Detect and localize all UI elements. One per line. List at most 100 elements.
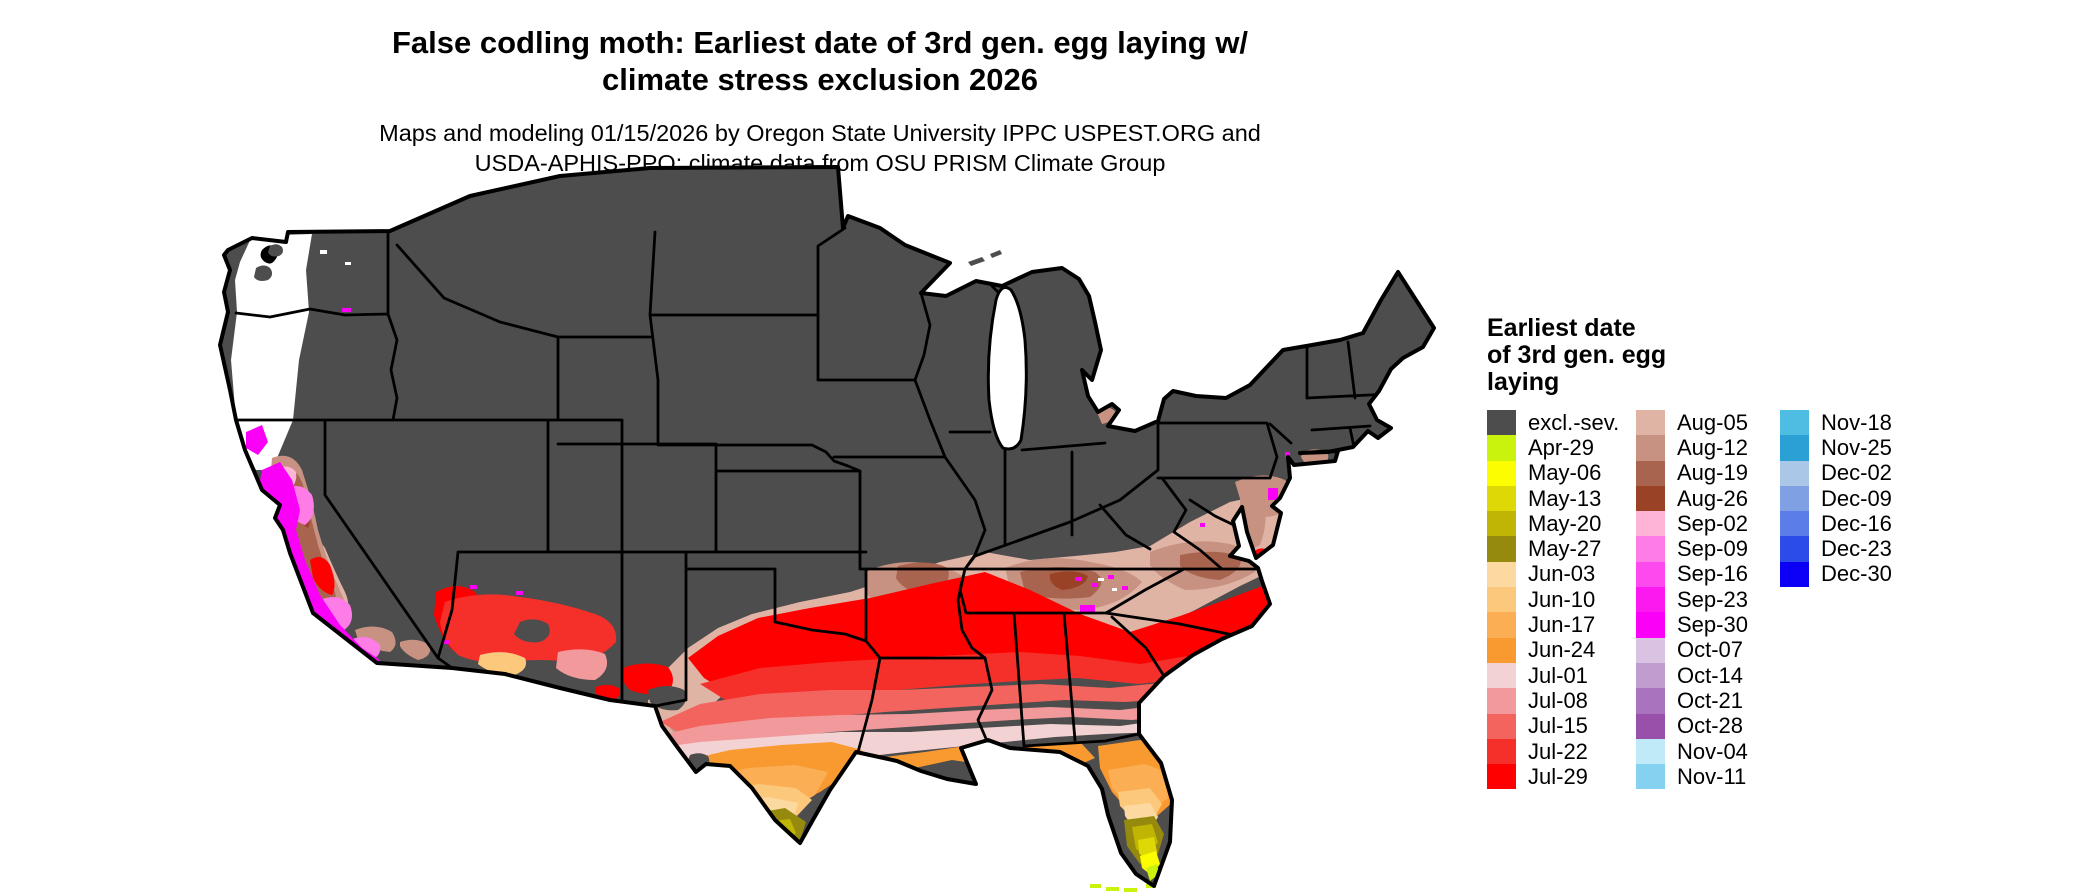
legend-label: Jul-22: [1528, 738, 1588, 764]
lake-michigan: [986, 286, 1028, 451]
region-nov25-specks: [343, 657, 350, 661]
legend-label: Aug-19: [1677, 460, 1748, 486]
legend-row: Oct-07: [1636, 637, 1748, 663]
legend-swatch: [1636, 536, 1665, 562]
map-subtitle: Maps and modeling 01/15/2026 by Oregon S…: [379, 120, 1261, 176]
legend-swatch: [1487, 435, 1516, 461]
legend-label: Sep-16: [1677, 561, 1748, 587]
legend-swatch: [1636, 688, 1665, 714]
legend-row: Dec-02: [1780, 460, 1892, 486]
legend-row: Sep-09: [1636, 536, 1748, 562]
legend-swatch: [1636, 713, 1665, 739]
legend-row: May-06: [1487, 460, 1619, 486]
legend-label: Dec-23: [1821, 536, 1892, 562]
legend-label: Jun-03: [1528, 561, 1596, 587]
isle-royale: [968, 250, 1002, 266]
legend-row: Oct-14: [1636, 662, 1748, 689]
legend-row: Nov-11: [1636, 764, 1748, 790]
legend-label: Nov-25: [1821, 434, 1892, 460]
legend-swatch: [1636, 561, 1665, 588]
legend-swatch: [1636, 637, 1665, 663]
legend-label: Jul-01: [1528, 662, 1588, 688]
legend-row: May-20: [1487, 511, 1619, 537]
legend-swatch: [1636, 460, 1665, 486]
legend-row: Jul-29: [1487, 764, 1619, 790]
legend-swatch: [1780, 435, 1809, 461]
region-jul22: [440, 594, 1305, 708]
legend-row: Jun-17: [1487, 612, 1619, 638]
legend-row: Aug-26: [1636, 485, 1748, 512]
legend-row: Oct-21: [1636, 687, 1748, 714]
legend-swatch: [1636, 662, 1665, 689]
legend-swatch: [1487, 637, 1516, 663]
legend-swatch: [1636, 511, 1665, 537]
legend-label: Dec-30: [1821, 561, 1892, 587]
region-may20: [764, 819, 1158, 856]
region-pnw-nodata: [231, 234, 312, 470]
legend-swatch: [1487, 460, 1516, 486]
legend-label: Dec-16: [1821, 510, 1892, 536]
legend-label: Dec-02: [1821, 460, 1892, 486]
legend-swatch: [1487, 612, 1516, 638]
region-may27: [750, 808, 1164, 864]
legend-label: Jun-24: [1528, 637, 1596, 663]
legend-row: May-13: [1487, 485, 1619, 512]
legend-label: Sep-09: [1677, 536, 1748, 562]
legend-column-3: Nov-18 Nov-25 Dec-02 Dec-09 Dec-16 Dec-23 Dec-…: [1780, 409, 1892, 588]
legend-row: Sep-02: [1636, 511, 1748, 537]
region-jun17: [706, 764, 1168, 812]
legend-swatch: [1636, 435, 1665, 461]
legend-label: Jun-17: [1528, 612, 1596, 638]
region-jul29: [310, 548, 1330, 755]
legend-swatch: [1636, 410, 1665, 436]
legend-label: Aug-26: [1677, 485, 1748, 511]
region-apr29: [1090, 864, 1159, 892]
conus-outline: [218, 165, 1436, 888]
legend-swatch: [1780, 460, 1809, 486]
legend-label: Aug-05: [1677, 409, 1748, 435]
legend-label: Jul-15: [1528, 713, 1588, 739]
legend-row: Aug-12: [1636, 434, 1748, 461]
legend-swatch: [1487, 587, 1516, 613]
legend-swatch: [1636, 738, 1665, 765]
region-nov11-specks: [322, 636, 330, 641]
legend-row: Dec-23: [1780, 536, 1892, 562]
legend-row: Jun-24: [1487, 637, 1619, 663]
legend-row: Aug-05: [1636, 409, 1748, 436]
legend-row: Aug-19: [1636, 460, 1748, 486]
region-aug12: [270, 407, 1329, 740]
legend-swatch: [1780, 410, 1809, 436]
legend-row: Dec-09: [1780, 485, 1892, 512]
legend-row: Sep-30: [1636, 612, 1748, 638]
legend-swatch: [1487, 410, 1516, 436]
legend-swatch: [1487, 738, 1516, 765]
legend-row: Dec-30: [1780, 561, 1892, 588]
legend-swatch: [1487, 713, 1516, 739]
region-jul15: [660, 648, 1290, 737]
legend-row: excl.-sev.: [1487, 409, 1620, 436]
map-title: False codling moth: Earliest date of 3rd…: [391, 25, 1249, 97]
legend-row: Nov-18: [1780, 409, 1892, 436]
legend-swatch: [1487, 662, 1516, 689]
legend-label: Apr-29: [1528, 434, 1595, 460]
legend-label: Aug-12: [1677, 434, 1748, 460]
legend-swatch: [1487, 485, 1516, 512]
legend-label: excl.-sev.: [1528, 409, 1620, 435]
legend-label: May-27: [1528, 536, 1602, 562]
legend-row: Jun-10: [1487, 586, 1619, 613]
map-legend: Earliest date of 3rd gen. egg laying exc…: [1487, 314, 2087, 790]
legend-swatch: [1636, 764, 1665, 790]
region-excluded-speckles: [514, 619, 710, 769]
puget-sound-mottle: [254, 244, 283, 281]
legend-label: Oct-21: [1677, 687, 1744, 713]
legend-title: Earliest date of 3rd gen. egg laying: [1487, 314, 1667, 396]
legend-row: Jun-03: [1487, 561, 1619, 588]
legend-label: Jun-10: [1528, 586, 1596, 612]
legend-row: Oct-28: [1636, 713, 1748, 739]
legend-swatch: [1487, 764, 1516, 790]
legend-label: Nov-18: [1821, 409, 1892, 435]
legend-swatch: [1487, 688, 1516, 714]
legend-label: Dec-09: [1821, 485, 1892, 511]
